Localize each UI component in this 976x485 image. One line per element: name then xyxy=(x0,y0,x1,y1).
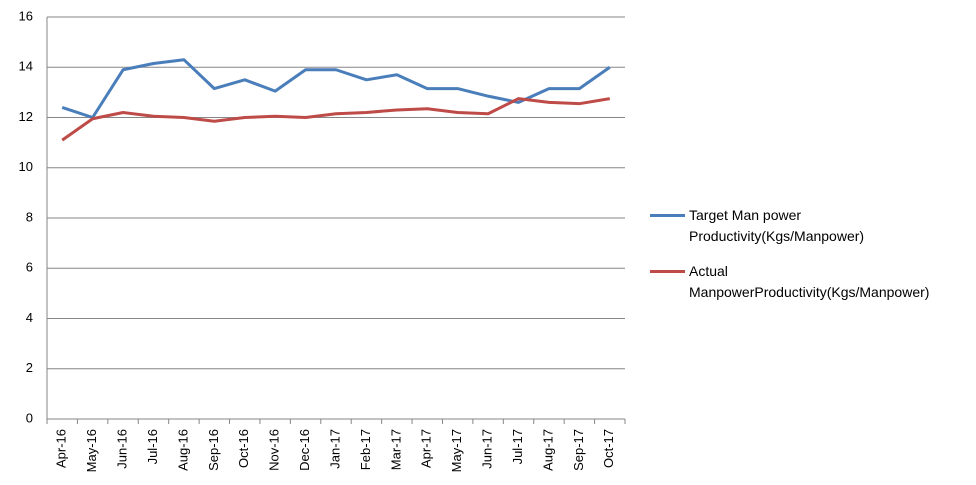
x-tick-label: May-16 xyxy=(84,429,99,472)
legend: Target Man power Productivity(Kgs/Manpow… xyxy=(650,205,960,317)
x-tick-label: Mar-17 xyxy=(388,429,403,470)
x-tick-label: Oct-16 xyxy=(236,429,251,468)
x-tick-label: Jan-17 xyxy=(327,429,342,469)
legend-label: Actual ManpowerProductivity(Kgs/Manpower… xyxy=(689,263,930,300)
x-tick-label: Jun-16 xyxy=(114,429,129,469)
x-tick-label: Sep-17 xyxy=(571,429,586,471)
y-tick-label: 16 xyxy=(19,8,33,23)
legend-item: Target Man power Productivity(Kgs/Manpow… xyxy=(650,205,960,247)
y-tick-label: 4 xyxy=(26,310,33,325)
x-tick-label: Oct-17 xyxy=(601,429,616,468)
y-tick-label: 12 xyxy=(19,109,33,124)
x-tick-label: Apr-16 xyxy=(54,429,69,468)
series-line xyxy=(61,97,611,142)
x-tick-label: May-17 xyxy=(449,429,464,472)
x-tick-label: Aug-17 xyxy=(540,429,555,471)
y-tick-label: 6 xyxy=(26,260,33,275)
legend-swatch xyxy=(650,270,685,273)
x-tick-label: Jun-17 xyxy=(480,429,495,469)
chart: 0 2 4 6 8 10 12 14 16 Apr-16 May-16 Jun-16 Jul-16 Aug… xyxy=(19,8,626,472)
legend-swatch xyxy=(650,214,685,217)
x-tick-label: Nov-16 xyxy=(267,429,282,471)
y-tick-label: 8 xyxy=(26,209,33,224)
legend-item: Actual ManpowerProductivity(Kgs/Manpower… xyxy=(650,261,960,303)
x-tick-label: Jul-16 xyxy=(145,429,160,464)
series-line xyxy=(61,58,611,119)
y-tick-label: 10 xyxy=(19,159,33,174)
y-tick-label: 0 xyxy=(26,410,33,425)
x-tick-label: Dec-16 xyxy=(297,429,312,471)
legend-label: Target Man power Productivity(Kgs/Manpow… xyxy=(689,207,865,244)
x-tick-label: Feb-17 xyxy=(358,429,373,470)
x-tick-label: Jul-17 xyxy=(510,429,525,464)
x-tick-label: Sep-16 xyxy=(206,429,221,471)
y-tick-label: 2 xyxy=(26,360,33,375)
x-tick-label: Apr-17 xyxy=(419,429,434,468)
x-tick-label: Aug-16 xyxy=(175,429,190,471)
y-tick-label: 14 xyxy=(19,59,33,74)
